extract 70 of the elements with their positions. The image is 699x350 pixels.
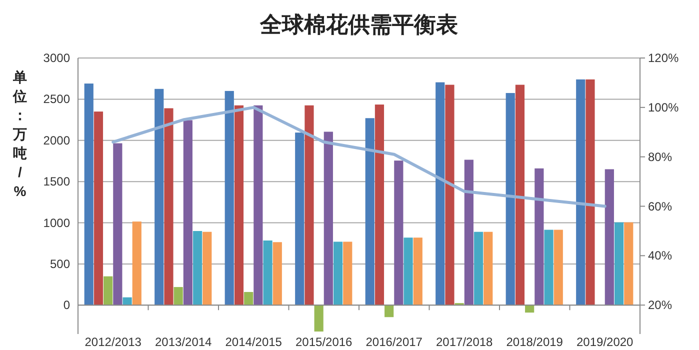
bar	[314, 305, 324, 332]
bar	[234, 105, 244, 306]
y-axis-title: 单位：万吨/%	[12, 69, 27, 199]
bar	[544, 230, 554, 306]
y2-tick-label: 80%	[648, 150, 672, 164]
bar	[254, 105, 263, 306]
bar	[164, 108, 174, 306]
bar	[525, 305, 534, 313]
chart-title: 全球棉花供需平衡表	[259, 12, 458, 38]
y-tick-label: 2500	[43, 92, 70, 106]
bar	[304, 105, 314, 306]
bar	[324, 132, 333, 306]
bar	[202, 232, 212, 306]
bar	[192, 231, 202, 306]
x-tick-label: 2019/2020	[576, 335, 634, 349]
bar	[576, 79, 586, 306]
bar	[154, 88, 164, 306]
y-tick-label: 0	[63, 298, 70, 312]
bar	[244, 292, 254, 306]
bar	[404, 238, 413, 306]
bar	[624, 222, 634, 306]
y2-tick-label: 40%	[648, 248, 672, 263]
y-tick-label: 2000	[43, 133, 70, 148]
bar	[333, 242, 343, 306]
bar	[554, 230, 563, 306]
x-tick-label: 2017/2018	[436, 335, 494, 349]
bar	[343, 242, 352, 306]
bar	[132, 222, 142, 306]
bar	[104, 276, 113, 306]
y2-tick-label: 20%	[648, 298, 672, 312]
bar	[394, 160, 404, 306]
bar	[586, 79, 595, 306]
bar	[122, 297, 132, 306]
bar	[365, 118, 374, 306]
bar	[374, 104, 384, 306]
bar	[84, 84, 94, 306]
y-tick-label: 500	[50, 256, 70, 271]
y2-tick-label: 120%	[648, 51, 680, 65]
bar	[445, 84, 454, 306]
y-tick-label: 3000	[43, 51, 70, 65]
y2-tick-label: 60%	[648, 199, 672, 214]
bar	[384, 305, 394, 318]
x-tick-label: 2016/2017	[366, 335, 423, 349]
bar	[174, 287, 183, 306]
bar	[224, 90, 234, 306]
bar	[515, 84, 525, 306]
bar	[183, 120, 192, 306]
bar	[272, 242, 282, 306]
bar	[113, 143, 122, 306]
bar	[94, 112, 104, 306]
bar	[464, 160, 474, 306]
x-tick-label: 2012/2013	[84, 335, 142, 349]
x-tick-label: 2014/2015	[225, 335, 282, 349]
bar	[474, 232, 484, 306]
x-tick-label: 2013/2014	[155, 335, 212, 349]
bar	[413, 238, 422, 306]
x-tick-label: 2018/2019	[506, 335, 564, 349]
bar	[295, 132, 304, 306]
y2-tick-label: 100%	[648, 100, 680, 114]
bar	[534, 168, 544, 306]
line-series	[112, 106, 606, 208]
bar	[263, 240, 272, 306]
bar	[614, 222, 624, 306]
bar	[436, 82, 445, 306]
x-tick-label: 2015/2016	[296, 335, 353, 349]
bar	[604, 169, 614, 306]
bar	[484, 232, 493, 306]
y-tick-label: 1500	[43, 174, 70, 189]
bar	[506, 93, 515, 306]
y-tick-label: 1000	[43, 216, 70, 230]
